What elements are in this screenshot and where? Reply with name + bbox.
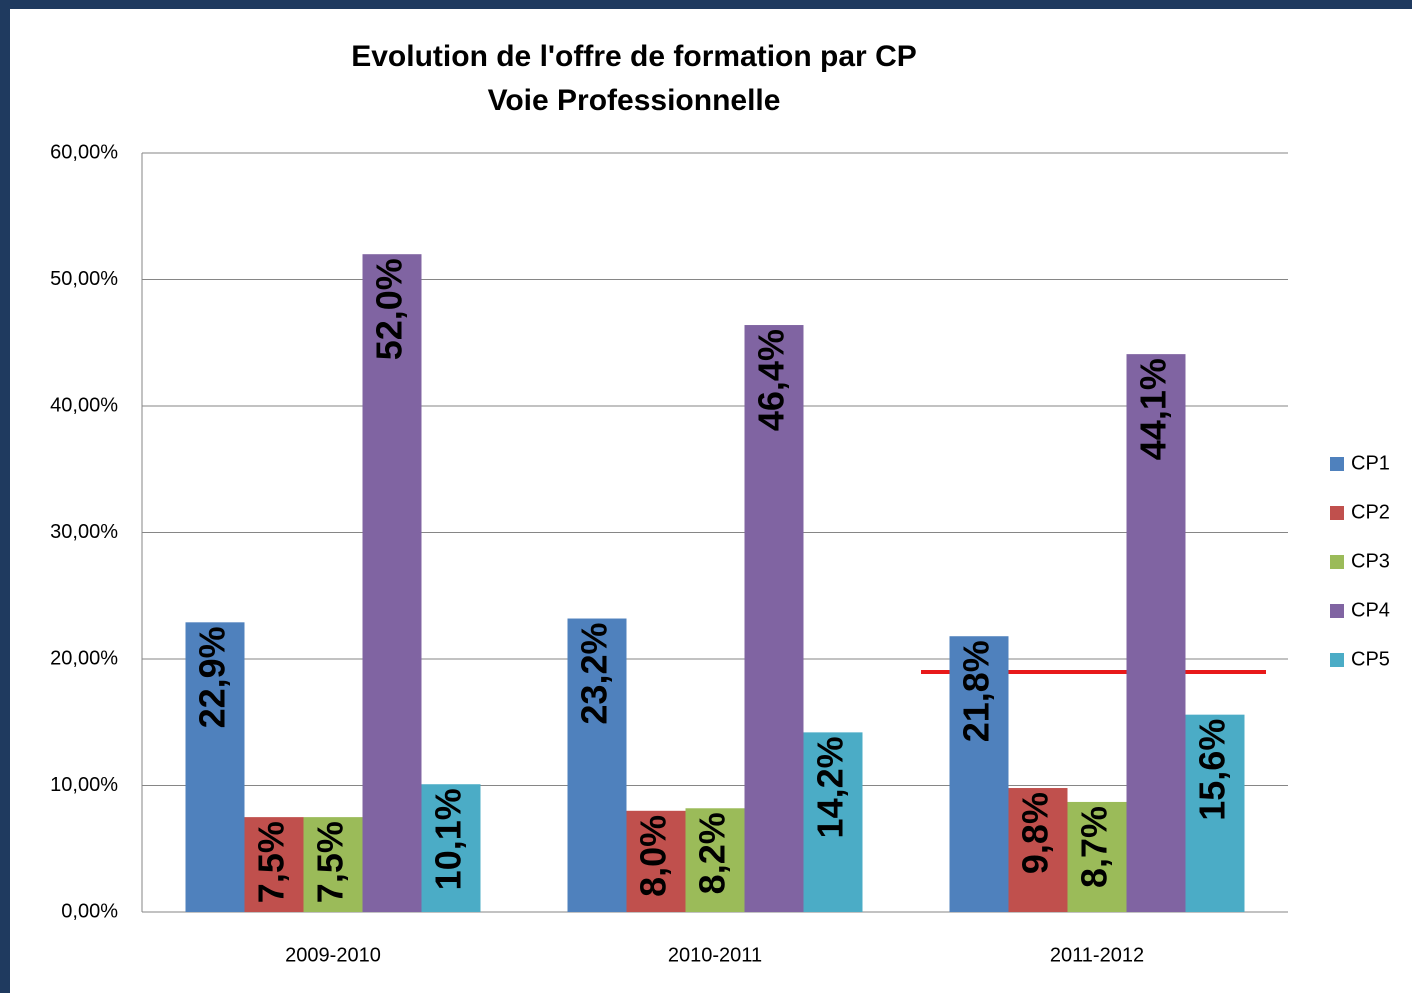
bar xyxy=(303,817,363,912)
bar xyxy=(685,808,745,912)
bar xyxy=(1008,788,1068,912)
bar xyxy=(1126,354,1186,912)
legend-swatch xyxy=(1330,653,1344,667)
legend-swatch xyxy=(1330,555,1344,569)
legend-swatch xyxy=(1330,506,1344,520)
y-tick-label: 0,00% xyxy=(61,900,118,922)
legend-swatch xyxy=(1330,604,1344,618)
bar xyxy=(185,622,245,912)
legend-label: CP4 xyxy=(1351,599,1390,621)
x-tick-label: 2009-2010 xyxy=(285,944,381,966)
data-label: 15,6% xyxy=(1192,719,1233,821)
bar xyxy=(421,784,481,912)
data-label: 8,7% xyxy=(1074,806,1115,888)
data-label: 9,8% xyxy=(1015,792,1056,874)
bar xyxy=(1067,801,1127,912)
data-label: 22,9% xyxy=(192,626,233,728)
data-label: 44,1% xyxy=(1133,358,1174,460)
y-tick-label: 30,00% xyxy=(50,521,118,543)
bar xyxy=(567,618,627,912)
data-label: 21,8% xyxy=(956,640,997,742)
y-tick-label: 10,00% xyxy=(50,774,118,796)
bar xyxy=(244,817,304,912)
bar xyxy=(744,325,804,912)
data-label: 46,4% xyxy=(751,329,792,431)
bar xyxy=(803,732,863,912)
data-label: 7,5% xyxy=(310,821,351,903)
y-tick-label: 20,00% xyxy=(50,647,118,669)
legend-swatch xyxy=(1330,457,1344,471)
x-tick-label: 2010-2011 xyxy=(668,944,762,966)
data-label: 14,2% xyxy=(810,736,851,838)
chart-title: Evolution de l'offre de formation par CP xyxy=(351,40,917,73)
data-label: 8,2% xyxy=(692,812,733,894)
x-tick-label: 2011-2012 xyxy=(1050,944,1144,966)
y-tick-label: 60,00% xyxy=(50,141,118,163)
chart-subtitle: Voie Professionnelle xyxy=(488,84,781,117)
legend-label: CP3 xyxy=(1351,550,1390,572)
data-label: 52,0% xyxy=(369,258,410,360)
legend-label: CP1 xyxy=(1351,452,1390,474)
data-label: 10,1% xyxy=(428,788,469,890)
legend-label: CP2 xyxy=(1351,501,1390,523)
bar xyxy=(626,810,686,912)
legend-label: CP5 xyxy=(1351,648,1390,670)
bar xyxy=(949,636,1009,912)
data-label: 7,5% xyxy=(251,821,292,903)
y-tick-label: 40,00% xyxy=(50,394,118,416)
data-label: 23,2% xyxy=(574,623,615,725)
y-tick-label: 50,00% xyxy=(50,268,118,290)
data-label: 8,0% xyxy=(633,815,674,897)
bar xyxy=(362,254,422,912)
bar xyxy=(1185,714,1245,912)
